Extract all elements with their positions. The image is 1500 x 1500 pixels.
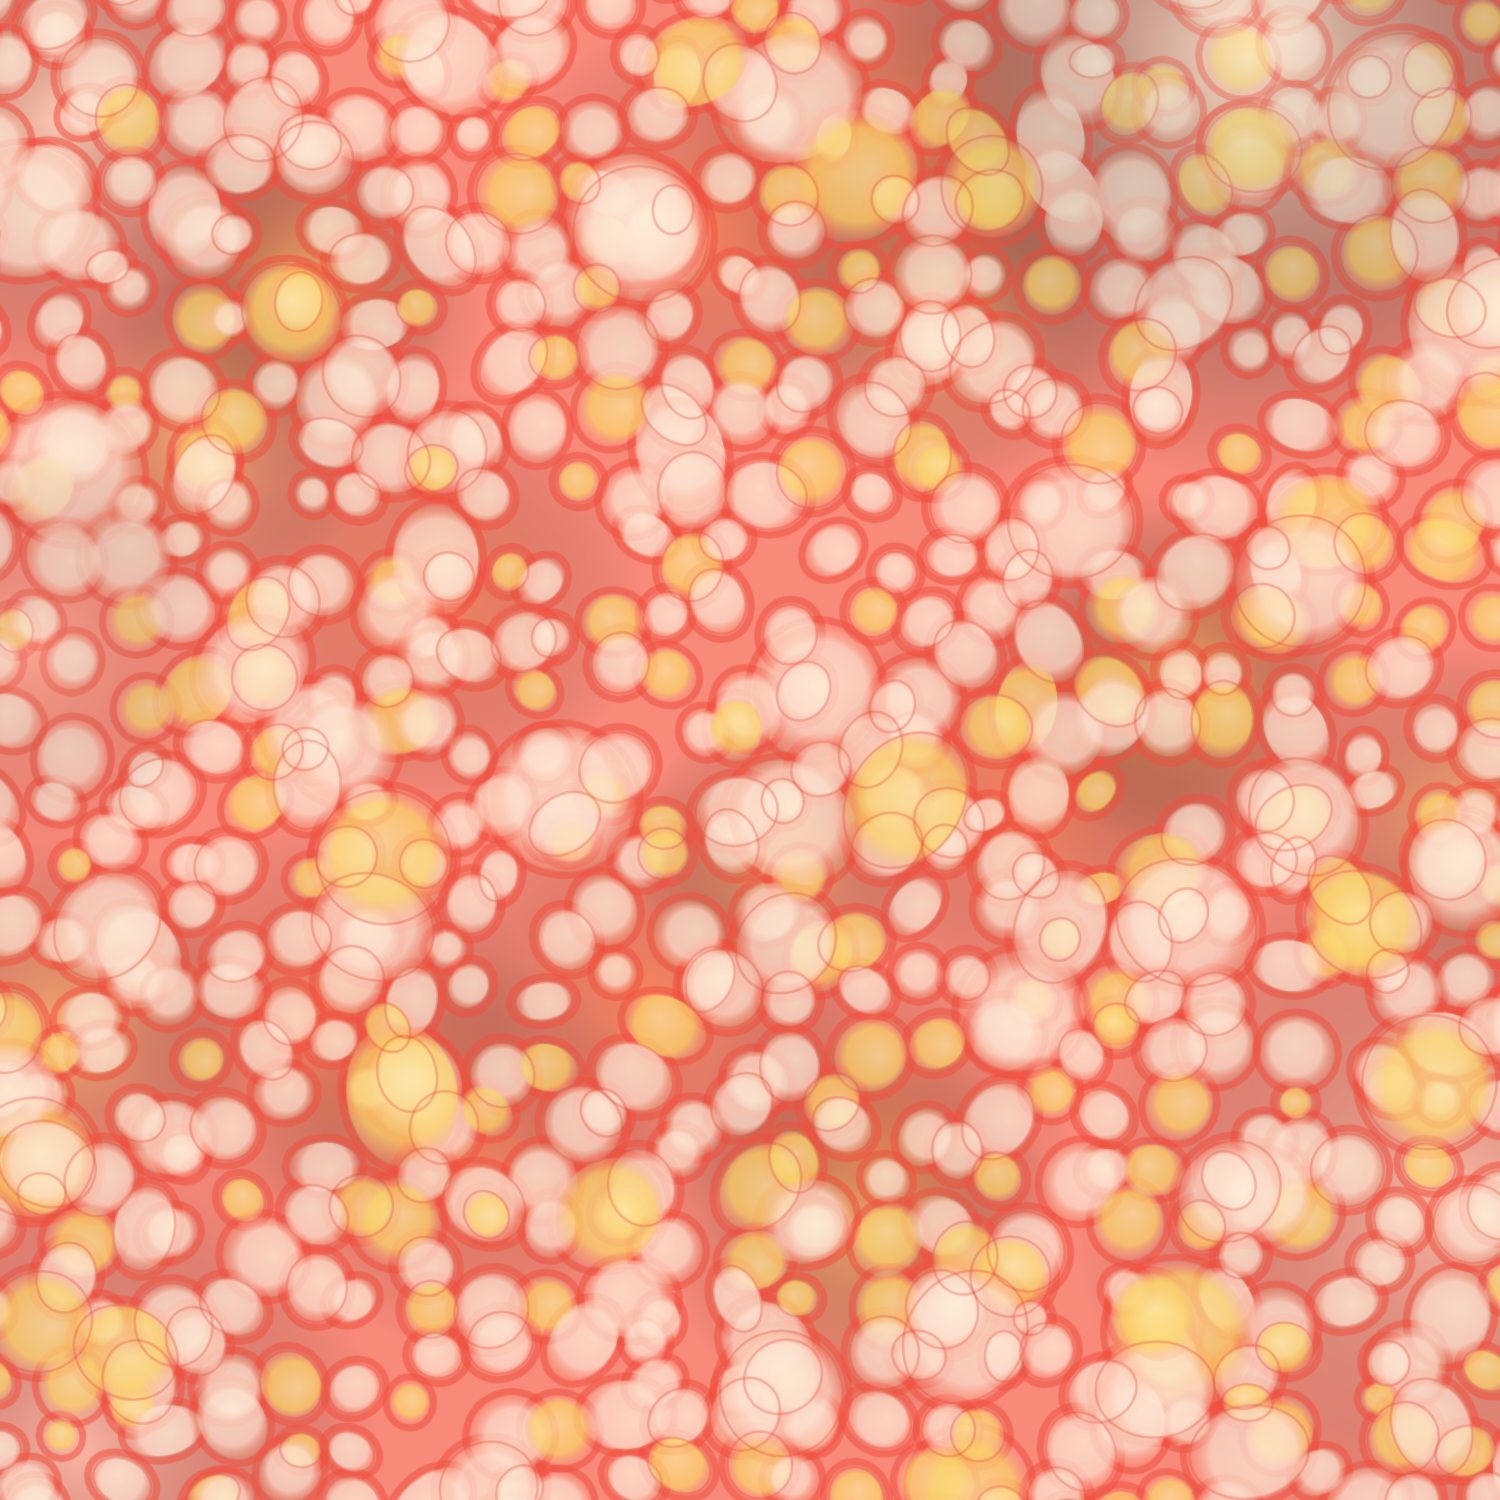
cellular-texture-image — [0, 0, 1500, 1500]
